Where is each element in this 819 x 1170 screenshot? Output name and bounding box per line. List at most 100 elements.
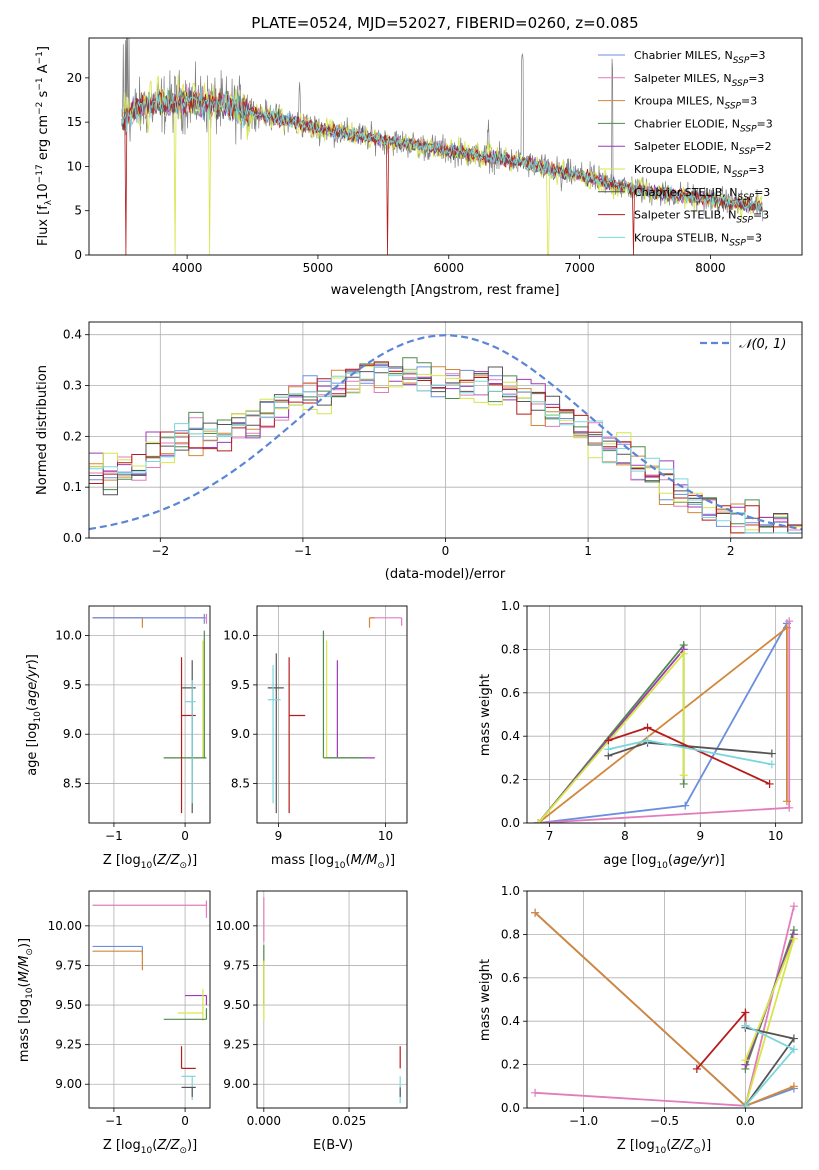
weight-point: [643, 736, 652, 745]
age_vs_mass-frame: [256, 605, 408, 824]
x-tick-label: 0.025: [332, 1114, 366, 1128]
errorbar-point: [267, 665, 281, 804]
weight-point: [765, 779, 774, 788]
weight-line: [537, 651, 685, 823]
y-tick-label: 0.6: [501, 971, 520, 985]
y-tick-label: 8.5: [231, 777, 250, 791]
errorbar-point: [326, 640, 359, 759]
x-tick-label: 7: [546, 829, 554, 843]
legend-label: Chabrier MILES, NSSP=3: [634, 49, 766, 66]
weight-point: [643, 723, 652, 732]
errorbar-point: [322, 630, 365, 759]
weight-point: [692, 1064, 701, 1073]
y-tick-label: 0.0: [501, 1101, 520, 1115]
x-tick-label: 2: [727, 544, 735, 558]
residuals-plot-area: [89, 334, 802, 534]
y-tick-label: 9.0: [231, 727, 250, 741]
y-axis-label: mass [log10(M/M⊙)]: [17, 938, 35, 1062]
x-tick-label: 9: [696, 829, 704, 843]
mass_vs_ebv-grid: [257, 891, 407, 1108]
model-spectrum: [121, 87, 763, 255]
legend-label: Salpeter MILES, NSSP=3: [634, 72, 764, 89]
spectrum-legend: Chabrier MILES, NSSP=3 Salpeter MILES, NS…: [598, 49, 773, 248]
x-axis-label: E(B-V): [313, 1138, 353, 1153]
residuals-grid: [89, 322, 802, 539]
y-tick-label: 9.25: [55, 1038, 82, 1052]
x-tick-label: −2: [151, 544, 169, 558]
errorbar-point: [180, 657, 196, 814]
x-tick-label: 10: [768, 829, 783, 843]
x-tick-label: 1: [584, 544, 592, 558]
model-spectrum: [121, 87, 763, 214]
legend-label: Salpeter ELODIE, NSSP=2: [634, 140, 772, 157]
y-tick-label: 10.0: [223, 629, 250, 643]
normal-curve: [89, 334, 802, 531]
spectrum-frame: [88, 37, 803, 256]
y-tick-label: 9.5: [231, 678, 250, 692]
residuals-axes: −2 −1 0 1 2 0.0 0.1 0.2 0.3 0.4 (data-model)/error…: [35, 321, 803, 582]
weight-point: [789, 1034, 798, 1043]
residuals-panel: −2 −1 0 1 2 0.0 0.1 0.2 0.3 0.4 (data-model)/error…: [35, 321, 803, 582]
age_vs_z-frame: [88, 605, 211, 824]
errorbar-point: [92, 900, 208, 918]
x-axis-label: (data-model)/error: [385, 567, 506, 582]
y-tick-label: 9.75: [55, 958, 82, 972]
y-tick-label: 0.4: [63, 328, 82, 342]
weight-point: [789, 1082, 798, 1091]
weight-line: [537, 625, 788, 823]
errorbar-point: [92, 613, 208, 624]
weight-point: [679, 779, 688, 788]
weight-point: [604, 736, 613, 745]
weight-point: [785, 617, 794, 626]
age_vs_mass-plot-area: [267, 617, 403, 814]
mass_vs_z-plot-area: [92, 900, 208, 1101]
weight-point: [789, 1045, 798, 1054]
errorbar-point: [181, 1075, 196, 1101]
y-tick-label: 9.00: [223, 1077, 250, 1091]
y-tick-label: 8.5: [63, 777, 82, 791]
x-axis-label: age [log10(age/yr)]: [603, 853, 725, 871]
x-tick-label: −1: [105, 1114, 123, 1128]
legend-label: Salpeter STELIB, NSSP=3: [634, 209, 769, 226]
y-tick-label: 0.6: [501, 686, 520, 700]
chart-title: PLATE=0524, MJD=52027, FIBERID=0260, z=0…: [251, 14, 638, 32]
mass_vs_z-panel: −1 0 9.00 9.25 9.50 9.75 10.00 Z [log10(Z/Z⊙)] m…: [17, 890, 211, 1156]
residuals-legend: 𝒩(0, 1): [700, 337, 786, 352]
weight_vs_z-panel: −1.0 −0.5 0.0 0.0 0.2 0.4 0.6 0.8 1.0 Z [log10(Z/…: [478, 884, 803, 1156]
weight-point: [531, 1088, 540, 1097]
y-tick-label: 0: [74, 248, 82, 262]
spectrum-axes: 4000 5000 6000 7000 8000 0 5 10 15 20 PLATE=0524, …: [35, 14, 803, 298]
x-tick-label: 8: [621, 829, 629, 843]
weight-point: [741, 1056, 750, 1065]
weight-point: [681, 801, 690, 810]
x-tick-label: 8000: [695, 261, 726, 275]
weight_vs_z-axes: −1.0 −0.5 0.0 0.0 0.2 0.4 0.6 0.8 1.0 Z [log10(Z/…: [478, 884, 803, 1156]
spectrum-panel: 4000 5000 6000 7000 8000 0 5 10 15 20 PLATE=0524, …: [35, 14, 803, 298]
weight_vs_age-grid: [527, 605, 802, 824]
age_vs_z-plot-area: [92, 613, 208, 814]
mass_vs_z-axes: −1 0 9.00 9.25 9.50 9.75 10.00 Z [log10(Z/Z⊙)] m…: [17, 890, 211, 1156]
weight_vs_age-plot-area: [534, 617, 794, 823]
errorbar-point: [181, 660, 196, 814]
errorbar-point: [181, 1086, 196, 1097]
residual-histogram: [89, 366, 802, 534]
errorbar-point: [267, 653, 284, 814]
legend-label: Kroupa MILES, NSSP=3: [634, 95, 757, 112]
y-tick-label: 15: [67, 115, 82, 129]
x-tick-label: 9: [275, 829, 283, 843]
errorbar-point: [326, 660, 375, 759]
y-tick-label: 9.75: [223, 958, 250, 972]
x-axis-label: Z [log10(Z/Z⊙)]: [617, 1138, 711, 1156]
y-tick-label: 10.0: [55, 629, 82, 643]
spectrum-plot-area: [121, 38, 764, 255]
y-tick-label: 9.0: [63, 727, 82, 741]
weight-point: [782, 623, 791, 632]
weight-point: [785, 803, 794, 812]
y-tick-label: 9.50: [55, 998, 82, 1012]
weight-line: [744, 1026, 796, 1107]
weight_vs_z-plot-area: [531, 902, 798, 1108]
x-tick-label: 4000: [172, 261, 203, 275]
age_vs_mass-grid: [257, 606, 407, 823]
y-tick-label: 10.00: [216, 919, 250, 933]
x-tick-label: 10: [378, 829, 393, 843]
